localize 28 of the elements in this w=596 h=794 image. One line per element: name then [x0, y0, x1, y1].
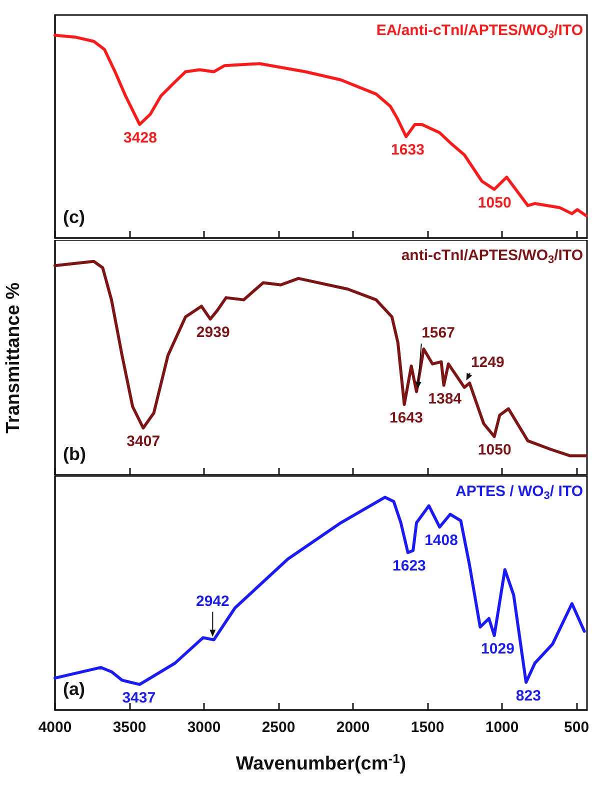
x-tick-label: 3500: [112, 719, 146, 736]
x-tick-label: 1500: [410, 719, 444, 736]
annotation: (c): [63, 207, 86, 227]
x-tick-label: 4000: [38, 719, 72, 736]
annotation: 1050: [478, 442, 512, 459]
annotation: 3407: [126, 433, 160, 450]
y-axis-title: Transmittance %: [3, 282, 24, 434]
annotation: 1408: [424, 532, 458, 550]
annotation: 1643: [390, 410, 423, 426]
annotation: 3437: [122, 689, 156, 706]
annotation: 1623: [392, 558, 426, 575]
annotation: 2939: [196, 324, 230, 342]
annotation: (b): [63, 444, 86, 464]
annotation: 1567: [422, 324, 455, 342]
annotation: 2942: [196, 592, 230, 610]
annotation: (a): [63, 679, 86, 699]
x-tick-label: 500: [564, 719, 590, 736]
x-tick-label: 2000: [336, 719, 370, 736]
annotation: 1029: [481, 640, 514, 658]
annotation: 1249: [470, 354, 504, 372]
annotation: 3428: [124, 129, 157, 146]
x-tick-label: 3000: [187, 719, 221, 736]
annotation: 1050: [478, 194, 512, 212]
x-tick-label: 1000: [485, 719, 519, 736]
annotation: 1384: [428, 390, 462, 408]
x-tick-label: 2500: [262, 719, 296, 736]
annotation: 823: [516, 687, 541, 704]
annotation: 1633: [391, 142, 424, 159]
